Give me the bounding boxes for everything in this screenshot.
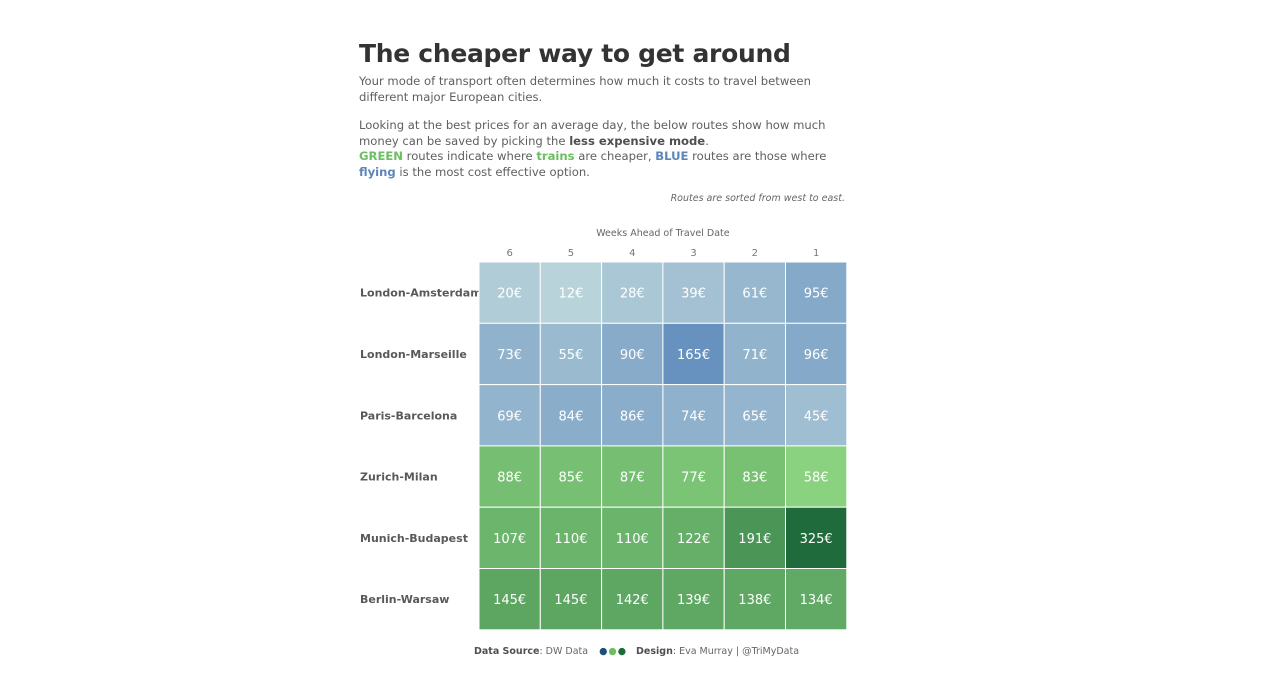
heatmap-cell xyxy=(723,261,787,324)
header: The cheaper way to get around Your mode … xyxy=(359,38,849,204)
cell-value-label: 96€ xyxy=(804,348,829,363)
heatmap-cell xyxy=(601,322,664,386)
heatmap-cell xyxy=(478,568,541,631)
cell-value-label: 142€ xyxy=(616,593,649,608)
heatmap-cell xyxy=(601,568,664,631)
cell-value-label: 65€ xyxy=(742,409,767,424)
intro-text: Your mode of transport often determines … xyxy=(359,74,811,104)
cell-value-label: 61€ xyxy=(742,287,767,302)
blue-keyword: BLUE xyxy=(655,149,689,163)
cell-value-label: 71€ xyxy=(742,348,767,363)
blue-tail-text: is the most cost effective option. xyxy=(395,164,590,179)
heatmap-cell xyxy=(662,261,725,324)
footer: Data Source: DW Data ●●● Design: Eva Mur… xyxy=(474,646,799,657)
cell-value-label: 110€ xyxy=(554,532,587,547)
heatmap-cell xyxy=(785,384,848,447)
heatmap-cell xyxy=(785,445,848,508)
x-tick-label: 5 xyxy=(568,248,574,259)
cell-value-label: 20€ xyxy=(497,287,522,302)
design-value: : Eva Murray | @TriMyData xyxy=(672,646,800,657)
cell-value-label: 39€ xyxy=(681,287,706,302)
sort-note: Routes are sorted from west to east. xyxy=(670,193,845,204)
cell-value-label: 83€ xyxy=(742,471,767,486)
green-text: routes indicate where xyxy=(403,149,537,163)
heatmap-cell xyxy=(785,568,848,631)
heatmap-cell xyxy=(478,261,541,324)
row-label: Berlin-Warsaw xyxy=(360,593,449,606)
cell-value-label: 88€ xyxy=(497,471,522,486)
blue-text: routes are those where xyxy=(688,149,827,163)
heatmap-cell xyxy=(785,261,848,324)
source-label: Data Source xyxy=(474,646,540,657)
cell-value-label: 85€ xyxy=(559,471,584,486)
heatmap-cell xyxy=(539,445,603,508)
heatmap-cell xyxy=(539,506,603,570)
cell-value-label: 69€ xyxy=(497,409,522,424)
x-tick-label: 3 xyxy=(690,248,696,259)
source-value: : DW Data xyxy=(539,646,589,657)
heatmap-cell xyxy=(785,322,848,386)
cell-value-label: 77€ xyxy=(681,471,706,486)
heatmap-cell xyxy=(478,384,541,447)
cell-value-label: 86€ xyxy=(620,409,645,424)
cell-value-label: 145€ xyxy=(554,593,587,608)
x-tick-label: 6 xyxy=(506,248,512,259)
row-label: London-Marseille xyxy=(360,348,467,361)
heatmap-chart: Weeks Ahead of Travel Date 6 5 4 3 2 1 London-A… xyxy=(360,228,848,631)
cell-value-label: 325€ xyxy=(800,532,833,547)
design-label: Design xyxy=(636,646,673,657)
trains-keyword: trains xyxy=(536,149,575,163)
cell-value-label: 122€ xyxy=(677,532,710,547)
cell-value-label: 74€ xyxy=(681,409,706,424)
heatmap-cell xyxy=(662,506,725,570)
explanation-end: . xyxy=(705,133,709,148)
cell-value-label: 84€ xyxy=(559,409,584,424)
green-keyword: GREEN xyxy=(359,149,403,163)
heatmap-cell xyxy=(539,384,603,447)
cell-value-label: 55€ xyxy=(559,348,584,363)
dots-icon: ●●● xyxy=(599,646,628,657)
cell-value-label: 95€ xyxy=(804,287,829,302)
row-label: London-Amsterdam xyxy=(360,287,482,300)
explanation-part: Looking at the best prices for an averag… xyxy=(359,118,826,148)
heatmap-cell xyxy=(662,445,725,508)
x-tick-label: 1 xyxy=(813,248,819,259)
cell-value-label: 134€ xyxy=(800,593,833,608)
cell-value-label: 28€ xyxy=(620,287,645,302)
x-axis-title: Weeks Ahead of Travel Date xyxy=(596,228,730,239)
green-tail-text: are cheaper, xyxy=(574,149,656,163)
row-label: Paris-Barcelona xyxy=(360,409,457,422)
cell-value-label: 45€ xyxy=(804,409,829,424)
cell-value-label: 90€ xyxy=(620,348,645,363)
page-title: The cheaper way to get around xyxy=(359,39,791,68)
cell-value-label: 165€ xyxy=(677,348,710,363)
cell-value-label: 110€ xyxy=(616,532,649,547)
cell-value-label: 12€ xyxy=(559,287,584,302)
row-label: Zurich-Milan xyxy=(360,471,438,484)
heatmap-cell xyxy=(601,261,664,324)
heatmap-cell xyxy=(723,568,787,631)
cell-value-label: 87€ xyxy=(620,471,645,486)
x-tick-label: 4 xyxy=(629,248,635,259)
heatmap-cell xyxy=(723,322,787,386)
explanation-bold: less expensive mode xyxy=(569,133,706,148)
cell-value-label: 139€ xyxy=(677,593,710,608)
heatmap-cell xyxy=(723,506,787,570)
cell-value-label: 138€ xyxy=(738,593,771,608)
cell-value-label: 58€ xyxy=(804,471,829,486)
heatmap-cell xyxy=(539,568,603,631)
cell-value-label: 73€ xyxy=(497,348,522,363)
heatmap-cell xyxy=(478,445,541,508)
heatmap-cell xyxy=(785,506,848,570)
x-tick-label: 2 xyxy=(752,248,758,259)
heatmap-cell xyxy=(662,568,725,631)
row-label: Munich-Budapest xyxy=(360,532,468,545)
cell-value-label: 145€ xyxy=(493,593,526,608)
explanation-text: Looking at the best prices for an averag… xyxy=(359,118,849,180)
cell-value-label: 107€ xyxy=(493,532,526,547)
cell-value-label: 191€ xyxy=(738,532,771,547)
flying-keyword: flying xyxy=(359,164,396,179)
